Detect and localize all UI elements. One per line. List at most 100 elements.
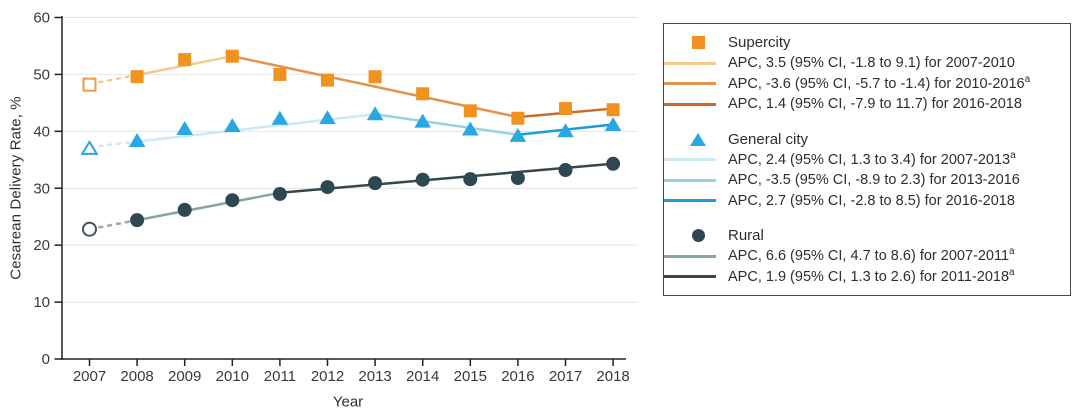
chart-canvas: 0 10 20 30 40 50 60 2007 2008 2009 2010 2011 2012 201… (33, 10, 638, 385)
general-city-trend-line (136, 113, 376, 143)
general-city-marker-2011 (271, 110, 289, 125)
line-swatch (664, 158, 716, 162)
line-swatch (664, 102, 716, 106)
legend-entry-text: APC, 1.4 (95% CI, -7.9 to 11.7) for 2016… (728, 96, 1022, 113)
y-tick-label: 0 (42, 351, 50, 368)
supercity-marker-2012 (321, 73, 334, 87)
y-tick-label: 30 (33, 180, 50, 197)
rural-marker-2013 (368, 176, 383, 191)
legend-header-general-city: General city (664, 129, 1064, 150)
legend-entry: APC, 1.9 (95% CI, 1.3 to 2.6) for 2011-2… (664, 267, 1064, 288)
x-tick-label: 2007 (73, 368, 106, 385)
rural-trend-line (136, 191, 281, 222)
general-city-triangle-icon (690, 132, 706, 146)
general-city-marker-2018 (604, 117, 622, 132)
supercity-marker-2014 (416, 87, 430, 101)
general-city-marker-2017 (557, 123, 574, 138)
general-city-marker-2015 (462, 121, 479, 136)
supercity-marker-2008 (130, 70, 144, 84)
rural-marker-2007 (82, 221, 97, 237)
supercity-marker-2018 (606, 103, 620, 117)
supercity-marker-2011 (273, 67, 287, 81)
legend-series-name: Rural (728, 227, 764, 244)
legend-entry-text: APC, 3.5 (95% CI, -1.8 to 9.1) for 2007-… (728, 55, 1015, 72)
x-tick-label: 2008 (120, 368, 153, 385)
general-city-marker-2009 (176, 120, 193, 135)
x-tick-label: 2013 (358, 368, 391, 385)
general-city-marker-2008 (128, 132, 146, 147)
y-tick-label: 10 (33, 294, 50, 311)
line-swatch (664, 254, 716, 258)
rural-marker-2017 (558, 163, 573, 178)
legend-entry: APC, 3.5 (95% CI, -1.8 to 9.1) for 2007-… (664, 53, 1064, 74)
rural-marker-2009 (177, 202, 192, 217)
general-city-marker-2014 (414, 113, 431, 128)
y-tick-label: 20 (33, 237, 50, 254)
supercity-marker-2009 (178, 53, 192, 67)
line-swatch (664, 178, 716, 182)
x-tick-label: 2012 (311, 368, 344, 385)
legend-group-general-city: General city APC, 2.4 (95% CI, 1.3 to 3.… (664, 129, 1064, 212)
rural-marker-2014 (415, 172, 430, 187)
rural-circle-icon (691, 229, 705, 242)
legend-entry-text: APC, 1.9 (95% CI, 1.3 to 2.6) for 2011-2… (728, 266, 1015, 285)
legend-entry: APC, 6.6 (95% CI, 4.7 to 8.6) for 2007-2… (664, 246, 1064, 267)
supercity-trend-dashed (89, 73, 138, 86)
x-tick-label: 2011 (264, 368, 296, 385)
legend-entry: APC, 2.4 (95% CI, 1.3 to 3.4) for 2007-2… (664, 150, 1064, 171)
general-city-marker-2012 (319, 110, 336, 125)
y-axis-title: Cesarean Delivery Rate, % (7, 96, 25, 280)
legend-entry-text: APC, 2.7 (95% CI, -2.8 to 8.5) for 2016-… (728, 192, 1015, 209)
legend-entry-text: APC, -3.5 (95% CI, -8.9 to 2.3) for 2013… (728, 172, 1020, 189)
rural-marker-2016 (510, 171, 525, 186)
general-city-marker-2016 (509, 127, 527, 142)
y-tick-label: 50 (33, 66, 50, 83)
supercity-marker-2017 (559, 102, 572, 116)
general-city-marker-2013 (366, 106, 384, 121)
supercity-marker-2016 (511, 111, 525, 125)
general-city-marker-2007 (80, 139, 99, 155)
line-swatch (664, 61, 716, 65)
legend-entry-text: APC, 6.6 (95% CI, 4.7 to 8.6) for 2007-2… (728, 246, 1015, 265)
line-swatch (664, 275, 716, 279)
x-tick-label: 2014 (406, 368, 439, 385)
rural-marker-2011 (272, 186, 287, 201)
legend-entry-text: APC, 2.4 (95% CI, 1.3 to 3.4) for 2007-2… (728, 149, 1016, 168)
general-city-trend-line (374, 113, 519, 136)
supercity-marker-2010 (225, 49, 239, 63)
rural-marker-2018 (606, 156, 621, 171)
general-city-marker-2010 (224, 118, 241, 133)
line-chart: 0 10 20 30 40 50 60 2007 2008 2009 2010 2011 2012 201… (7, 10, 638, 411)
line-swatch (664, 199, 716, 203)
x-tick-label: 2016 (501, 368, 534, 385)
supercity-marker-2013 (368, 70, 382, 84)
x-axis-title: Year (332, 393, 364, 411)
x-tick-label: 2009 (168, 368, 201, 385)
legend-box: Supercity APC, 3.5 (95% CI, -1.8 to 9.1)… (663, 23, 1071, 296)
rural-marker-2010 (225, 193, 240, 208)
legend-group-rural: Rural APC, 6.6 (95% CI, 4.7 to 8.6) for … (664, 225, 1064, 287)
line-swatch (664, 82, 716, 86)
rural-trend-dashed (89, 218, 138, 231)
x-tick-label: 2018 (596, 368, 629, 385)
rural-marker-2008 (130, 213, 145, 228)
legend-entry: APC, -3.5 (95% CI, -8.9 to 2.3) for 2013… (664, 170, 1064, 191)
supercity-marker-2007 (82, 77, 97, 92)
legend-series-name: Supercity (728, 34, 791, 51)
y-tick-label: 40 (33, 123, 50, 140)
legend-entry: APC, 1.4 (95% CI, -7.9 to 11.7) for 2016… (664, 94, 1064, 115)
general-city-trend-dashed (89, 140, 138, 149)
y-tick-label: 60 (33, 10, 50, 27)
legend-entry: APC, 2.7 (95% CI, -2.8 to 8.5) for 2016-… (664, 191, 1064, 212)
legend-entry-text: APC, -3.6 (95% CI, -5.7 to -1.4) for 201… (728, 73, 1031, 92)
legend-header-rural: Rural (664, 225, 1064, 246)
supercity-marker-2015 (463, 104, 477, 118)
legend-group-supercity: Supercity APC, 3.5 (95% CI, -1.8 to 9.1)… (664, 32, 1064, 115)
x-tick-label: 2010 (216, 368, 249, 385)
legend-header-supercity: Supercity (664, 32, 1064, 53)
legend-series-name: General city (728, 130, 809, 148)
x-tick-label: 2017 (549, 368, 582, 385)
legend-entry: APC, -3.6 (95% CI, -5.7 to -1.4) for 201… (664, 74, 1064, 95)
rural-trend-line (279, 162, 614, 195)
rural-marker-2012 (320, 180, 335, 195)
